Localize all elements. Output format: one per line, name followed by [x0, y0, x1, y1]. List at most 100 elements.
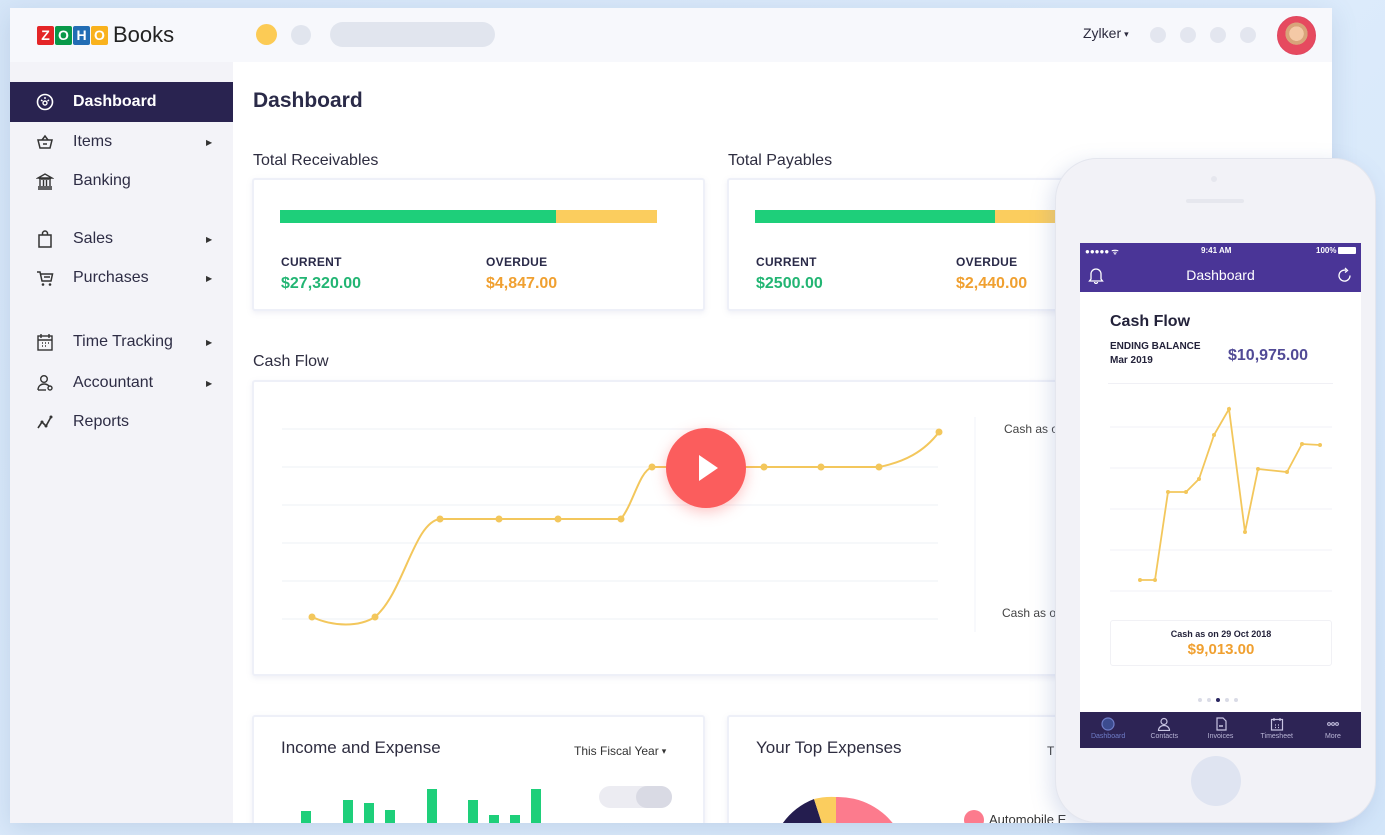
accountant-icon: [36, 374, 54, 392]
signal-icon: ●●●●● ᯤ: [1085, 247, 1119, 256]
sidebar-item-time-tracking[interactable]: Time Tracking ▶: [10, 322, 233, 362]
sidebar-item-items[interactable]: Items ▶: [10, 122, 233, 162]
phone-cash-flow-chart: [1110, 406, 1332, 592]
income-expense-title: Income and Expense: [281, 738, 441, 757]
phone-status-bar: ●●●●● ᯤ 9:41 AM 100%: [1080, 243, 1361, 259]
top-expenses-pie: [782, 796, 984, 823]
sidebar-item-label: Dashboard: [73, 93, 157, 110]
fiscal-period-dropdown[interactable]: This Fiscal Year ▾: [574, 744, 666, 758]
tab-label: Timesheet: [1260, 733, 1293, 740]
page-dot[interactable]: [1207, 698, 1211, 702]
chevron-right-icon: ▶: [206, 273, 213, 283]
chevron-down-icon: ▾: [1124, 28, 1129, 39]
tab-dashboard[interactable]: Dashboard: [1080, 712, 1136, 748]
invoice-icon: [1215, 717, 1227, 731]
receivables-card[interactable]: CURRENT $27,320.00 OVERDUE $4,847.00: [252, 178, 705, 311]
sidebar-item-label: Banking: [73, 172, 131, 189]
cash-as-on-value: $9,013.00: [1187, 641, 1255, 658]
sidebar-item-label: Accountant: [73, 374, 154, 391]
battery-icon: [1338, 247, 1356, 254]
logo-letter: O: [55, 25, 72, 45]
home-button[interactable]: [1191, 756, 1241, 806]
chart-view-toggle[interactable]: [599, 786, 672, 808]
sidebar-item-dashboard[interactable]: Dashboard: [10, 82, 233, 122]
sidebar-item-banking[interactable]: Banking: [10, 161, 233, 201]
sidebar-item-sales[interactable]: Sales ▶: [10, 219, 233, 259]
period-label: This Fiscal Year: [574, 744, 659, 758]
phone-tab-bar: Dashboard Contacts Invoices Timesheet Mo…: [1080, 712, 1361, 748]
tab-more[interactable]: More: [1305, 712, 1361, 748]
tab-contacts[interactable]: Contacts: [1136, 712, 1192, 748]
header-action-icon[interactable]: [1210, 27, 1226, 43]
basket-icon: [36, 133, 54, 151]
speaker-grille: [1186, 199, 1244, 203]
receivables-overdue-value: $4,847.00: [486, 275, 558, 292]
legend-automobile: Automobile E: [989, 812, 1067, 823]
status-dot-icon[interactable]: [256, 24, 277, 45]
sidebar-item-label: Purchases: [73, 269, 149, 286]
organization-switcher[interactable]: Zylker ▾: [1083, 25, 1129, 41]
refresh-icon[interactable]: [1336, 267, 1353, 284]
divider: [1108, 383, 1333, 384]
bell-icon[interactable]: [1088, 267, 1104, 284]
zoho-logo-mark: Z O H O: [37, 25, 109, 45]
cash-flow-card: Cash as o Cash as o: [252, 380, 1152, 676]
reports-icon: [36, 413, 54, 431]
sidebar: Dashboard Items ▶ Banking Sales ▶: [10, 62, 233, 823]
avatar[interactable]: [1277, 16, 1316, 55]
page-dot[interactable]: [1198, 698, 1202, 702]
zoho-books-logo[interactable]: Z O H O Books: [37, 22, 174, 48]
dashboard-icon: [36, 93, 54, 111]
sidebar-item-reports[interactable]: Reports: [10, 402, 233, 442]
tab-label: More: [1324, 733, 1341, 740]
status-time: 9:41 AM: [1201, 246, 1232, 255]
tab-label: Dashboard: [1090, 733, 1126, 740]
receivables-overdue-bar: [556, 210, 657, 223]
phone-card-title: Cash Flow: [1110, 313, 1191, 330]
header-action-icon[interactable]: [1240, 27, 1256, 43]
payables-current-value: $2500.00: [756, 275, 823, 292]
overdue-label: OVERDUE: [956, 255, 1018, 269]
sidebar-item-accountant[interactable]: Accountant ▶: [10, 363, 233, 403]
cart-icon: [36, 269, 54, 287]
top-expenses-title: Your Top Expenses: [756, 738, 902, 757]
page-dot[interactable]: [1225, 698, 1229, 702]
sidebar-item-label: Sales: [73, 230, 114, 247]
page-dot-active[interactable]: [1216, 698, 1220, 702]
chevron-right-icon: ▶: [206, 378, 213, 388]
legend-color-dot: [964, 810, 984, 823]
payables-title: Total Payables: [728, 152, 833, 169]
calendar-icon: [1270, 718, 1283, 731]
overdue-label: OVERDUE: [486, 255, 548, 269]
payables-current-bar: [755, 210, 995, 223]
header-action-icon[interactable]: [1150, 27, 1166, 43]
phone-screen: ●●●●● ᯤ 9:41 AM 100% Dashboard Cash Flow…: [1080, 243, 1361, 748]
logo-letter: Z: [37, 25, 54, 45]
camera-icon: [1211, 176, 1217, 182]
expenses-period-dropdown[interactable]: T: [1047, 744, 1055, 758]
ending-balance-value: $10,975.00: [1228, 347, 1309, 364]
placeholder-dot-icon[interactable]: [291, 25, 311, 45]
tab-timesheet[interactable]: Timesheet: [1249, 712, 1305, 748]
tab-invoices[interactable]: Invoices: [1192, 712, 1248, 748]
battery-label: 100%: [1316, 246, 1337, 255]
chevron-right-icon: ▶: [206, 137, 213, 147]
sidebar-item-purchases[interactable]: Purchases ▶: [10, 258, 233, 298]
page-dot[interactable]: [1234, 698, 1238, 702]
bank-icon: [36, 172, 54, 190]
top-bar: Z O H O Books Zylker ▾: [10, 8, 1332, 62]
more-icon: [1327, 722, 1339, 726]
ending-balance-period: Mar 2019: [1110, 355, 1153, 366]
tab-label: Invoices: [1207, 733, 1234, 740]
cash-flow-title: Cash Flow: [253, 353, 329, 370]
org-name: Zylker: [1083, 25, 1122, 41]
page-indicator[interactable]: [1198, 698, 1238, 702]
search-input[interactable]: [330, 22, 495, 47]
cash-flow-chart: [282, 417, 976, 632]
header-action-icon[interactable]: [1180, 27, 1196, 43]
cash-as-on-top-label: Cash as o: [1004, 422, 1059, 436]
play-video-button[interactable]: [666, 428, 746, 508]
cash-as-on-card: Cash as on 29 Oct 2018 $9,013.00: [1110, 620, 1332, 666]
receivables-current-value: $27,320.00: [281, 275, 362, 292]
receivables-title: Total Receivables: [253, 152, 379, 169]
